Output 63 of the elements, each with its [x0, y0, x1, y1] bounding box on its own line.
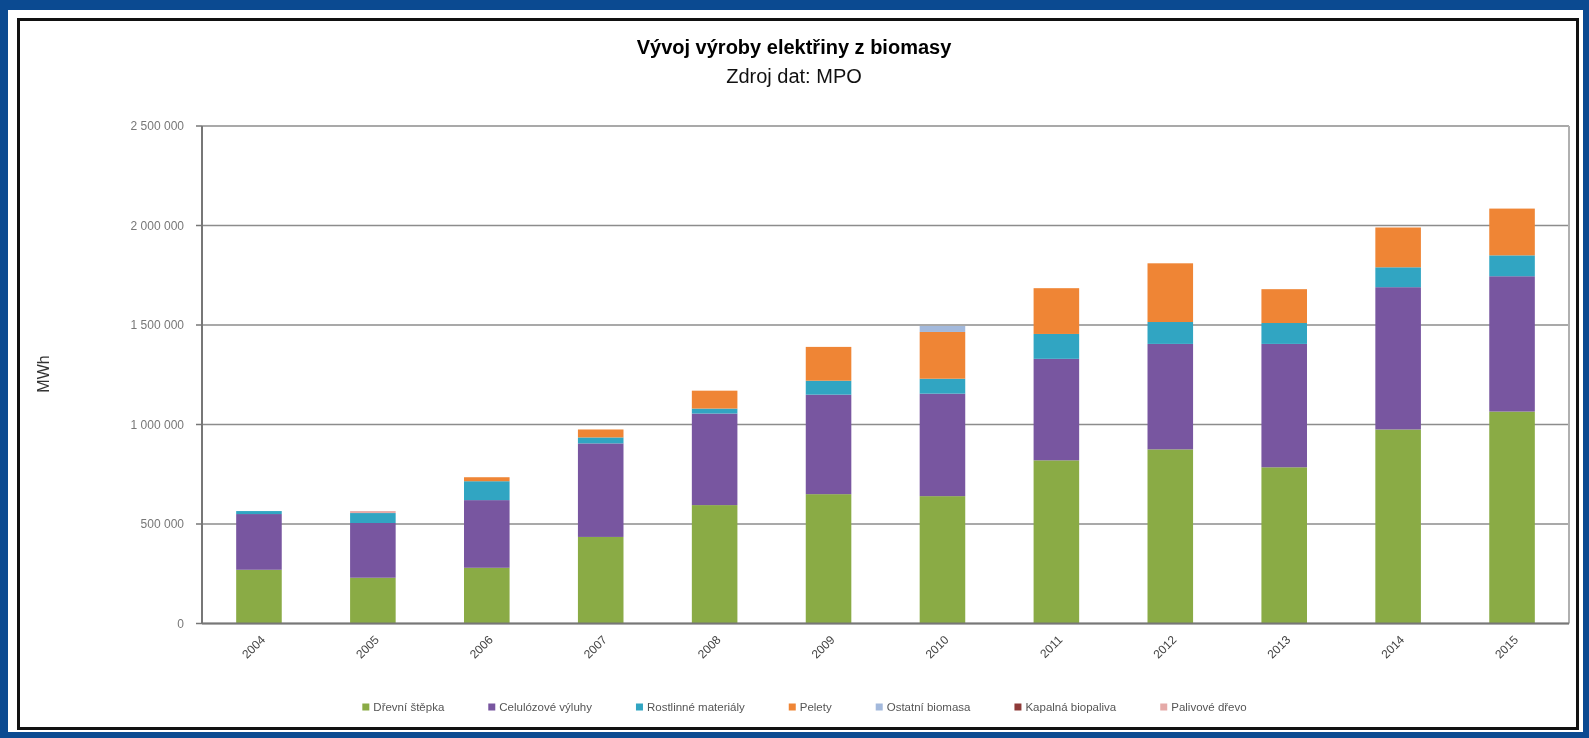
bar — [1261, 323, 1307, 344]
bar — [1147, 343, 1194, 450]
legend-label: Pelety — [799, 701, 832, 714]
y-axis-title: MWh — [34, 355, 52, 393]
y-tick-label: 2 000 000 — [130, 218, 185, 233]
bar — [577, 429, 624, 438]
bar — [577, 437, 624, 444]
legend-label: Kapalná biopaliva — [1025, 701, 1117, 714]
chart-title: Vývoj výroby elektřiny z biomasy — [636, 36, 953, 58]
bar — [805, 346, 852, 381]
bar — [1033, 333, 1080, 359]
bar — [1033, 460, 1080, 624]
bar — [805, 494, 852, 624]
y-tick-label: 1 500 000 — [130, 318, 185, 333]
bar — [919, 331, 966, 379]
bar — [805, 380, 852, 395]
bar — [350, 523, 396, 578]
bar — [1033, 358, 1080, 461]
bar — [236, 569, 282, 624]
bar — [350, 577, 396, 624]
bar — [1147, 263, 1194, 323]
legend-label: Palivové dřevo — [1171, 701, 1247, 714]
bar — [1033, 288, 1080, 334]
bar — [1375, 267, 1421, 288]
bar — [1489, 411, 1535, 624]
bar — [691, 408, 738, 414]
bar — [1375, 227, 1421, 268]
legend-label: Dřevní štěpka — [373, 701, 445, 714]
y-tick-label: 500 000 — [140, 517, 185, 532]
bar — [350, 513, 396, 524]
bar — [464, 481, 510, 501]
bar — [464, 477, 510, 482]
bar — [236, 511, 282, 515]
bar — [919, 496, 966, 624]
bar — [577, 536, 624, 624]
legend-label: Rostlinné materiály — [646, 701, 745, 714]
bar — [464, 500, 510, 568]
bar — [1375, 429, 1421, 624]
legend-label: Celulózové výluhy — [499, 701, 593, 714]
bar — [1261, 467, 1307, 624]
bar — [691, 413, 738, 506]
bar — [919, 393, 966, 497]
bar — [1261, 289, 1307, 324]
bar — [919, 378, 966, 394]
bar — [1489, 276, 1535, 412]
bar — [1489, 208, 1535, 256]
bar — [1261, 343, 1307, 468]
bar — [1147, 449, 1194, 624]
y-tick-label: 2 500 000 — [130, 119, 185, 134]
bar — [577, 443, 624, 537]
bar — [1147, 322, 1194, 344]
chart-subtitle: Zdroj dat: MPO — [726, 65, 862, 87]
bar — [691, 390, 738, 409]
y-tick-label: 1 000 000 — [130, 417, 185, 432]
bar — [805, 394, 852, 495]
bar — [1375, 287, 1421, 430]
bar — [464, 567, 510, 624]
bar — [919, 326, 966, 332]
bar — [691, 505, 738, 624]
bar — [1489, 255, 1535, 277]
legend-label: Ostatní biomasa — [886, 701, 972, 714]
bar — [236, 514, 282, 570]
y-tick-label: 0 — [177, 616, 185, 631]
